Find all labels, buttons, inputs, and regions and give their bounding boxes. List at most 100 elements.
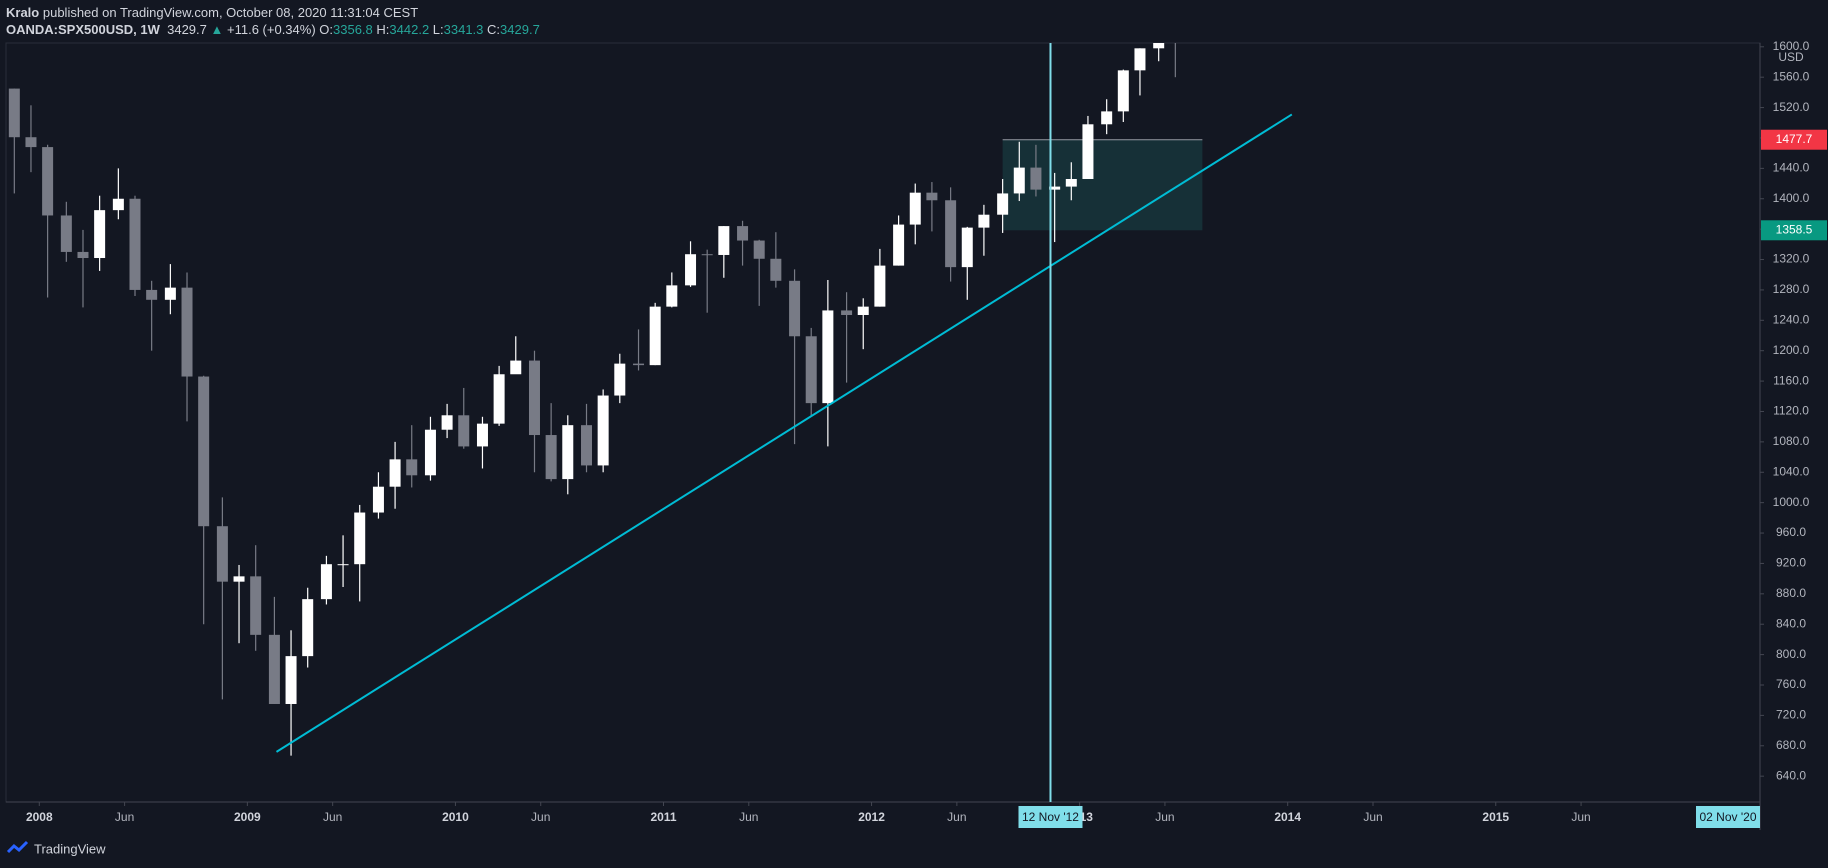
candle-body [216, 526, 228, 582]
publish-line: Kralo published on TradingView.com, Octo… [6, 4, 540, 21]
candle-body [1134, 48, 1146, 71]
candle-body [389, 459, 401, 487]
x-tick-label: 2015 [1482, 810, 1509, 824]
x-tick-label: 2008 [26, 810, 53, 824]
y-tick-label: 680.0 [1776, 738, 1806, 752]
candle-body [857, 306, 869, 315]
y-tick-label: 1560.0 [1773, 69, 1810, 83]
ohlc-legend: OANDA:SPX500USD, 1W 3429.7 ▲ +11.6 (+0.3… [6, 21, 540, 38]
candle-body [441, 415, 453, 430]
candle-body [1065, 178, 1077, 187]
y-tick-label: 880.0 [1776, 586, 1806, 600]
candle-body [146, 289, 158, 300]
candle-body [354, 512, 366, 565]
candle-body [666, 285, 678, 307]
candle-body [94, 210, 106, 259]
candle-body [545, 435, 557, 480]
price-label: 1477.7 [1776, 132, 1813, 146]
candle-body [337, 564, 349, 566]
y-tick-label: 1160.0 [1773, 373, 1809, 387]
change: +11.6 (+0.34%) [227, 22, 316, 37]
y-tick-label: 1080.0 [1773, 434, 1810, 448]
high-label: H: [376, 22, 390, 37]
candle-body [285, 656, 297, 704]
y-tick-label: 1000.0 [1773, 495, 1810, 509]
candle-body [424, 429, 436, 476]
y-tick-label: 1200.0 [1773, 343, 1810, 357]
candle-body [77, 251, 89, 259]
last-price: 3429.7 [167, 22, 207, 37]
y-tick-label: 1280.0 [1773, 282, 1810, 296]
candle-body [510, 360, 522, 375]
x-tick-label: Jun [1363, 810, 1382, 824]
candle-body [476, 423, 488, 447]
candle-body [181, 287, 193, 377]
footer: TradingView [34, 841, 106, 856]
candle-body [1049, 186, 1061, 190]
candle-body [893, 224, 905, 266]
candle-body [268, 634, 280, 704]
candle-body [112, 198, 124, 211]
candle-body [841, 310, 853, 315]
candle-body [926, 192, 938, 201]
price-label-box [1761, 129, 1827, 150]
y-tick-label: 760.0 [1776, 677, 1806, 691]
candle-body [701, 254, 713, 256]
candle-body [1082, 124, 1094, 179]
candle-body [633, 363, 645, 366]
low: 3341.3 [443, 22, 484, 37]
close-label: C: [487, 22, 501, 37]
candle-body [805, 336, 817, 404]
candle-body [528, 360, 540, 436]
candle-body [562, 425, 574, 480]
candle-body [42, 147, 54, 216]
candle-body [8, 88, 20, 138]
candle-body [737, 226, 749, 241]
trend-line [275, 113, 1293, 753]
x-tick-label: 2012 [858, 810, 885, 824]
y-tick-label: 1320.0 [1773, 252, 1810, 266]
price-label-box [1761, 220, 1827, 241]
x-tick-label: Jun [739, 810, 758, 824]
y-tick-label: 640.0 [1776, 768, 1806, 782]
price-label: 1358.5 [1776, 222, 1813, 236]
open-label: O: [319, 22, 334, 37]
plot-area [8, 23, 1293, 802]
y-tick-label: 1240.0 [1773, 312, 1810, 326]
candle-body [770, 258, 782, 281]
candle-body [233, 576, 245, 582]
y-tick-label: 1120.0 [1773, 404, 1809, 418]
x-tick-label: Jun [1571, 810, 1590, 824]
candle-body [945, 200, 957, 268]
published: published on TradingView.com, October 08… [42, 5, 419, 20]
candle-body [60, 215, 72, 252]
candle-body [978, 214, 990, 228]
date-label: 12 Nov '12 [1022, 810, 1079, 824]
date-label-box [1018, 806, 1083, 828]
candle-body [997, 193, 1009, 215]
candle-body [753, 240, 765, 259]
x-tick-label: Jun [1155, 810, 1174, 824]
symbol: OANDA:SPX500USD, 1W [6, 22, 160, 37]
y-tick-label: 720.0 [1776, 708, 1806, 722]
end-label: 02 Nov '20 [1700, 810, 1757, 824]
x-tick-label: 2010 [442, 810, 469, 824]
author: Kralo [6, 5, 40, 20]
candle-body [1153, 43, 1165, 49]
x-tick-label: 2011 [650, 810, 676, 824]
logo [6, 840, 29, 854]
low-label: L: [432, 22, 444, 37]
close: 3429.7 [500, 22, 540, 37]
candle-body [25, 137, 37, 148]
candle-body [718, 226, 730, 255]
candle-body [302, 599, 314, 657]
candle-body [406, 459, 418, 476]
candle-body [581, 425, 593, 466]
candle-body [1170, 23, 1181, 42]
x-tick-label: 2009 [234, 810, 261, 824]
x-tick-label: 2014 [1274, 810, 1301, 824]
candle-body [1117, 70, 1129, 112]
candle-body [1101, 111, 1113, 125]
candle-body [1013, 167, 1025, 194]
